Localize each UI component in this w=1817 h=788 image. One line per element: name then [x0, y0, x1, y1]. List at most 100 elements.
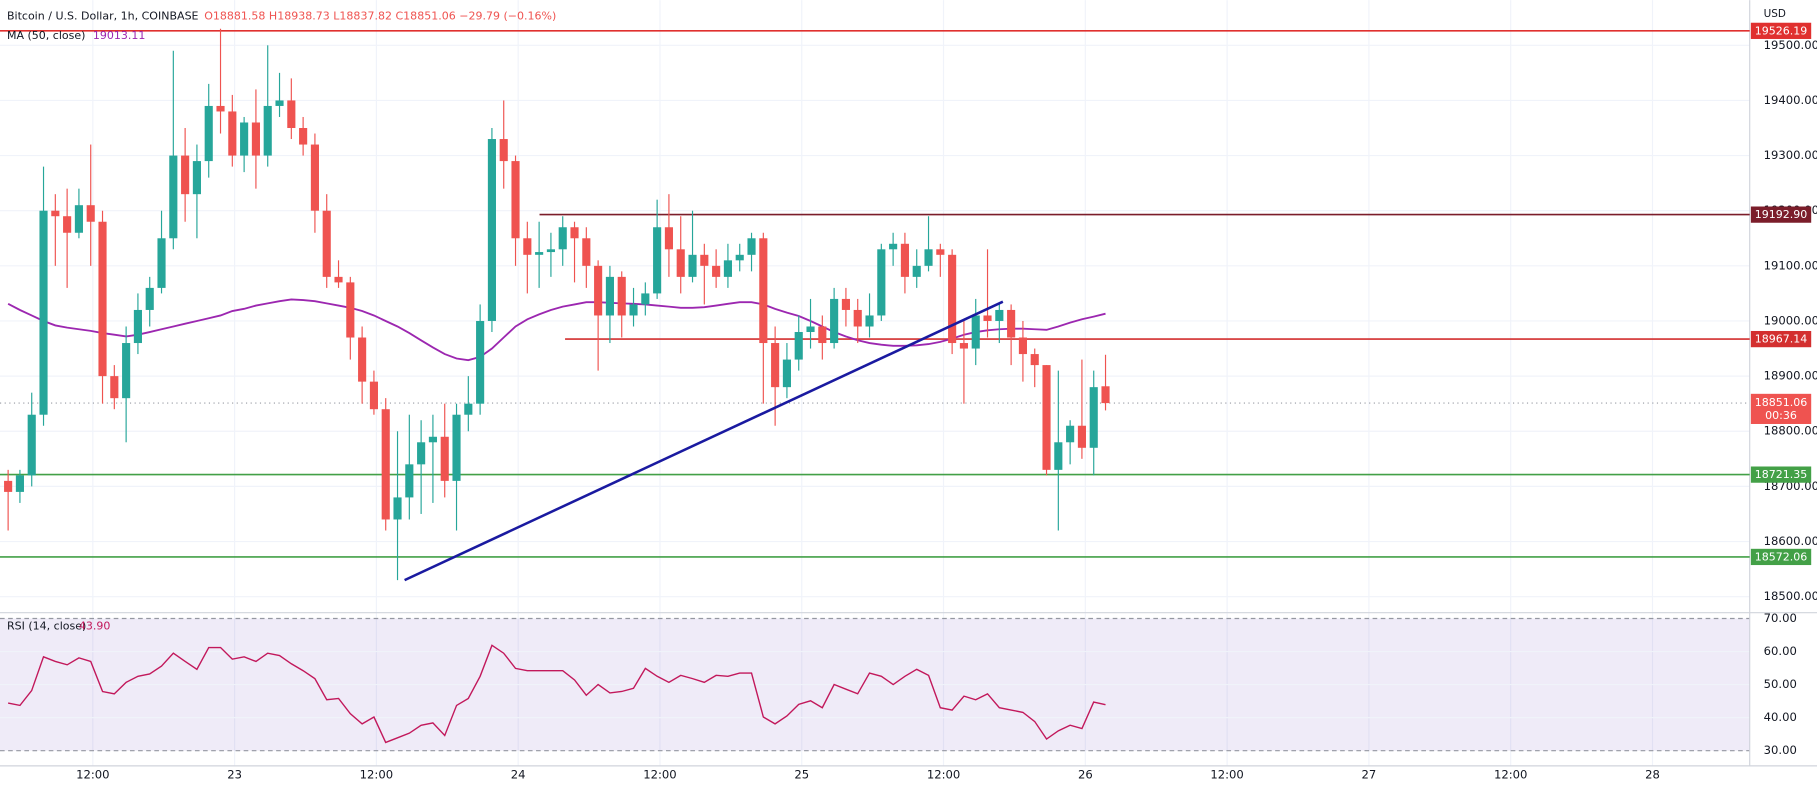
candle-body	[263, 105, 272, 156]
candle-body	[169, 155, 178, 239]
candle-body	[759, 238, 768, 344]
rsi-tick-label: 40.00	[1764, 710, 1797, 724]
last-price-label: 18851.06	[1755, 396, 1808, 409]
candle-body	[511, 161, 520, 239]
candle-body	[204, 105, 213, 162]
price-tick-label: 19000.00	[1764, 313, 1817, 327]
candle-body	[546, 249, 555, 253]
candle-body	[487, 139, 496, 321]
time-label: 12:00	[643, 768, 676, 782]
candle-body	[287, 100, 296, 129]
candle-body	[1018, 337, 1027, 355]
candle-body	[181, 155, 190, 195]
rsi-name: RSI (14, close)	[7, 620, 86, 633]
countdown: 00:36	[1765, 409, 1797, 422]
candle-body	[1077, 425, 1086, 448]
rsi-value: 43.90	[79, 620, 111, 633]
candle-body	[794, 332, 803, 360]
candle-body	[464, 403, 473, 415]
candle-body	[877, 249, 886, 316]
candle-body	[712, 265, 721, 277]
candle-body	[948, 254, 957, 344]
ma-value: 19013.11	[93, 29, 146, 42]
candle-body	[27, 414, 36, 476]
candle-body	[334, 276, 343, 283]
candle-body	[51, 210, 60, 217]
candle-body	[192, 161, 201, 195]
candle-body	[1054, 442, 1063, 470]
price-tick-label: 19400.00	[1764, 93, 1817, 107]
candle-body	[664, 227, 673, 250]
level-label: 18721.35	[1755, 468, 1808, 481]
level-label-box	[1750, 22, 1812, 39]
time-label: 28	[1645, 768, 1660, 782]
price-tick-label: 18500.00	[1764, 589, 1817, 603]
candle-body	[688, 254, 697, 277]
candle-body	[240, 122, 249, 156]
candle-body	[924, 249, 933, 266]
candle-body	[358, 337, 367, 382]
candle-body	[912, 265, 921, 277]
candle-body	[747, 238, 756, 255]
candle-body	[700, 254, 709, 266]
candle-body	[381, 409, 390, 520]
price-tick-label: 18800.00	[1764, 424, 1817, 438]
time-label: 27	[1362, 768, 1377, 782]
candle-body	[523, 238, 532, 255]
candle-body	[535, 252, 544, 255]
candle-body	[98, 221, 107, 377]
time-label: 12:00	[927, 768, 960, 782]
candle-body	[558, 227, 567, 250]
candle-body	[1030, 354, 1039, 366]
ohlc: O18881.58 H18938.73 L18837.82 C18851.06 …	[204, 9, 556, 22]
candle-body	[428, 436, 437, 443]
candle-body	[310, 144, 319, 211]
candle-body	[133, 309, 142, 344]
time-label: 23	[227, 768, 242, 782]
price-tick-label: 19500.00	[1764, 38, 1817, 52]
candle-body	[889, 243, 898, 250]
candle-body	[440, 436, 449, 481]
candle-body	[582, 238, 591, 266]
price-tick-label: 18900.00	[1764, 369, 1817, 383]
candle-body	[617, 276, 626, 316]
candle-body	[830, 298, 839, 344]
candle-body	[983, 315, 992, 321]
candle-body	[322, 210, 331, 277]
candle-body	[735, 254, 744, 261]
candle-body	[74, 205, 83, 233]
candle-body	[594, 265, 603, 316]
candle-body	[959, 343, 968, 349]
rsi-tick-label: 70.00	[1764, 611, 1797, 625]
candle-body	[1042, 365, 1051, 470]
candle-body	[157, 238, 166, 288]
time-label: 12:00	[360, 768, 393, 782]
candle-body	[369, 381, 378, 410]
candle-body	[393, 497, 402, 520]
level-label-box	[1750, 548, 1812, 566]
candle-body	[110, 376, 119, 399]
candle-body	[629, 304, 638, 316]
time-label: 12:00	[76, 768, 109, 782]
time-label: 26	[1078, 768, 1093, 782]
candle-body	[853, 309, 862, 327]
time-label: 24	[511, 768, 526, 782]
level-label: 18967.14	[1755, 333, 1808, 346]
candle-body	[1066, 425, 1075, 443]
candle-body	[405, 464, 414, 498]
candle-body	[122, 343, 131, 399]
rsi-tick-label: 50.00	[1764, 677, 1797, 691]
level-label-box	[1750, 466, 1812, 483]
candle-body	[452, 414, 461, 481]
time-label: 12:00	[1210, 768, 1243, 782]
candle-body	[605, 276, 614, 316]
candle-body	[653, 227, 662, 294]
candle-body	[1007, 309, 1016, 338]
ma-line	[7, 298, 1106, 362]
last-price-box	[1750, 393, 1812, 424]
ma-name: MA (50, close)	[7, 29, 86, 42]
candle-body	[228, 111, 237, 156]
candle-body	[971, 315, 980, 349]
candle-body	[63, 216, 72, 233]
